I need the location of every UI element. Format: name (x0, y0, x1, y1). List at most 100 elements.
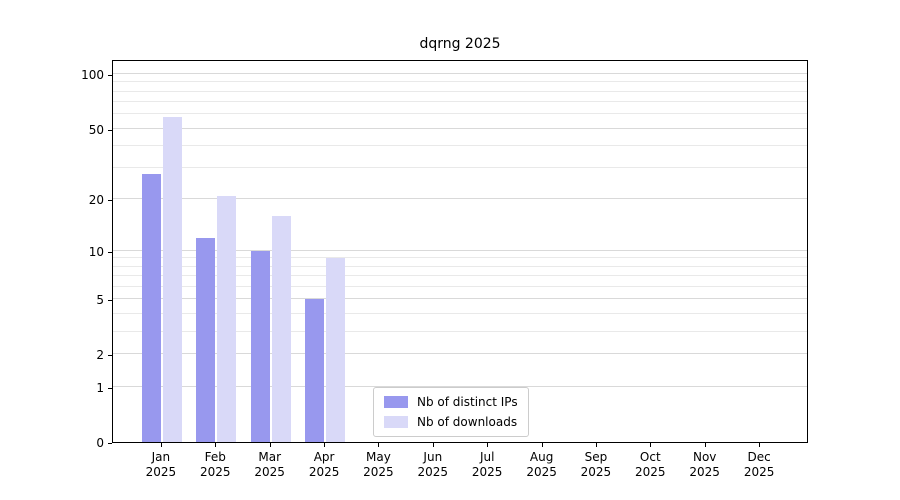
x-tick-year: 2025 (145, 465, 177, 479)
y-tick-mark (108, 355, 112, 357)
major-gridline (113, 73, 807, 74)
legend: Nb of distinct IPs Nb of downloads (373, 387, 529, 437)
x-tick-mark (759, 443, 761, 447)
x-tick-label: Jul 2025 (457, 450, 517, 480)
minor-gridline (113, 144, 807, 146)
legend-swatch (384, 416, 408, 428)
x-tick-month: Feb (204, 450, 226, 464)
y-tick-mark (108, 129, 112, 131)
x-tick-label: Aug 2025 (512, 450, 572, 480)
bar-apr-downloads (326, 258, 345, 442)
minor-gridline (113, 257, 807, 259)
x-tick-year: 2025 (471, 465, 503, 479)
x-tick-month: Jan (151, 450, 171, 464)
minor-gridline (113, 265, 807, 267)
major-gridline (113, 385, 807, 387)
x-tick-mark (378, 443, 380, 447)
x-tick-mark (215, 443, 217, 447)
bar-mar-distinct-ips (251, 250, 270, 442)
legend-label: Nb of distinct IPs (417, 395, 518, 409)
x-tick-year: 2025 (363, 465, 394, 479)
x-tick-label: Sep 2025 (566, 450, 626, 480)
bar-feb-downloads (217, 195, 236, 442)
bar-apr-distinct-ips (305, 299, 324, 442)
legend-entry: Nb of distinct IPs (384, 395, 518, 409)
major-gridline (113, 198, 807, 200)
minor-gridline (113, 285, 807, 287)
y-tick-label: 5 (96, 293, 104, 308)
major-gridline (113, 127, 807, 129)
x-tick-label: Jan 2025 (131, 450, 191, 480)
x-tick-mark (704, 443, 706, 447)
y-tick-label: 100 (81, 68, 104, 82)
x-tick-label: Mar 2025 (240, 450, 300, 480)
major-gridline (113, 249, 807, 251)
minor-gridline (113, 167, 807, 169)
x-tick-month: Apr (313, 450, 335, 464)
x-tick-year: 2025 (580, 465, 612, 479)
bar-jan-distinct-ips (142, 173, 161, 442)
minor-gridline (113, 275, 807, 277)
x-tick-mark (541, 443, 543, 447)
x-tick-year: 2025 (635, 465, 666, 479)
x-tick-mark (595, 443, 597, 447)
minor-gridline (113, 90, 807, 92)
x-tick-mark (269, 443, 271, 447)
x-tick-month: May (365, 450, 391, 464)
x-tick-year: 2025 (308, 465, 340, 479)
bar-jan-downloads (163, 116, 182, 442)
x-tick-mark (160, 443, 162, 447)
y-tick-label: 1 (96, 380, 104, 395)
x-tick-month: Mar (258, 450, 281, 464)
x-tick-label: Jun 2025 (403, 450, 463, 480)
x-tick-month: Nov (692, 450, 717, 464)
y-tick-mark (108, 75, 112, 76)
x-tick-month: Jun (423, 450, 443, 464)
y-tick-mark (108, 200, 112, 202)
bar-feb-distinct-ips (196, 237, 215, 442)
x-tick-label: Dec 2025 (729, 450, 789, 480)
x-tick-year: 2025 (417, 465, 449, 479)
y-tick-mark (108, 251, 112, 253)
x-tick-month: Dec (747, 450, 771, 464)
x-tick-month: Aug (529, 450, 554, 464)
minor-gridline (113, 312, 807, 314)
y-tick-mark (108, 443, 112, 444)
x-tick-year: 2025 (526, 465, 557, 479)
x-tick-mark (487, 443, 489, 447)
x-tick-label: Feb 2025 (185, 450, 245, 480)
x-tick-label: Nov 2025 (675, 450, 735, 480)
y-tick-mark (108, 387, 112, 389)
minor-gridline (113, 101, 807, 103)
x-tick-year: 2025 (743, 465, 775, 479)
plot-area: Nb of distinct IPs Nb of downloads (112, 60, 808, 443)
y-tick-mark (108, 300, 112, 302)
x-tick-label: Apr 2025 (294, 450, 354, 480)
x-tick-mark (650, 443, 652, 447)
chart-title: dqrng 2025 (419, 36, 501, 52)
legend-entry: Nb of downloads (384, 415, 518, 429)
bar-mar-downloads (272, 216, 291, 442)
y-tick-label: 0 (96, 436, 104, 450)
minor-gridline (113, 330, 807, 332)
x-tick-label: May 2025 (348, 450, 408, 480)
x-tick-month: Jul (479, 450, 495, 464)
minor-gridline (113, 81, 807, 83)
x-tick-month: Sep (584, 450, 608, 464)
x-tick-year: 2025 (689, 465, 720, 479)
major-gridline (113, 298, 807, 300)
x-tick-year: 2025 (200, 465, 231, 479)
major-gridline (113, 353, 807, 355)
x-tick-label: Oct 2025 (620, 450, 680, 480)
x-tick-mark (324, 443, 326, 447)
x-tick-month: Oct (639, 450, 661, 464)
x-tick-mark (432, 443, 434, 447)
y-tick-label: 2 (96, 348, 104, 363)
legend-swatch (384, 396, 408, 408)
y-tick-label: 50 (88, 122, 104, 137)
minor-gridline (113, 113, 807, 115)
y-tick-label: 10 (88, 244, 104, 259)
x-tick-year: 2025 (254, 465, 285, 479)
legend-label: Nb of downloads (417, 415, 518, 429)
